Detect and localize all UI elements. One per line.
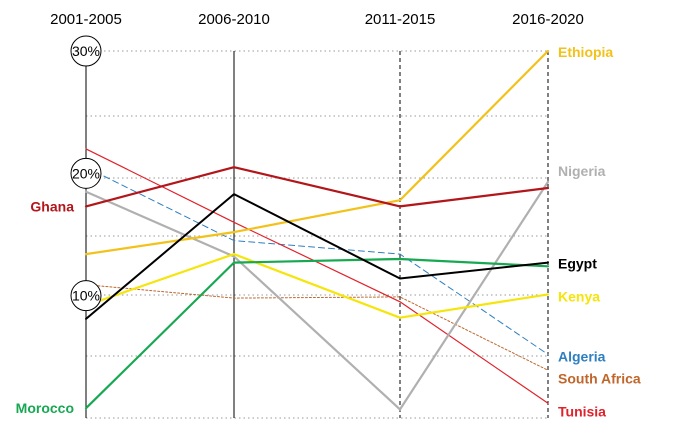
country-label-ethiopia: Ethiopia (558, 44, 613, 60)
period-axes (85, 51, 549, 418)
series-line-nigeria (84, 180, 550, 411)
percent-marker-label-1: 20% (72, 165, 100, 181)
period-label-0: 2001-2005 (50, 11, 122, 28)
series-line-morocco (84, 257, 550, 410)
country-label-ghana: Ghana (30, 198, 74, 214)
period-label-1: 2006-2010 (198, 11, 270, 28)
country-label-nigeria: Nigeria (558, 163, 606, 179)
country-label-kenya: Kenya (558, 288, 600, 304)
country-label-egypt: Egypt (558, 256, 597, 272)
period-label-3: 2016-2020 (512, 11, 584, 28)
country-label-south-africa: South Africa (558, 370, 641, 386)
series-line-ethiopia (84, 49, 550, 256)
percent-marker-label-2: 10% (72, 288, 100, 304)
country-label-algeria: Algeria (558, 348, 606, 364)
country-label-morocco: Morocco (16, 400, 74, 416)
period-labels: 2001-2005 2006-2010 2011-2015 2016-2020 (50, 11, 584, 28)
series-line-algeria (85, 166, 549, 355)
percent-markers: 30% 20% 10% (70, 35, 102, 312)
period-label-2: 2011-2015 (365, 11, 436, 28)
series-lines (84, 49, 550, 411)
series-line-south-africa (85, 284, 549, 371)
series-line-ghana (84, 166, 550, 208)
percent-marker-circle-0 (70, 35, 102, 67)
country-label-tunisia: Tunisia (558, 403, 606, 419)
percent-marker-label-0: 30% (72, 43, 100, 59)
grid-lines (86, 50, 548, 419)
series-line-egypt (85, 193, 549, 320)
percent-marker-circle-1 (70, 157, 102, 189)
series-line-kenya (84, 253, 550, 319)
country-labels: Ethiopia Nigeria Egypt Kenya Algeria South Af… (16, 44, 641, 419)
percent-marker-circle-2 (70, 280, 102, 312)
series-line-tunisia (85, 148, 549, 404)
